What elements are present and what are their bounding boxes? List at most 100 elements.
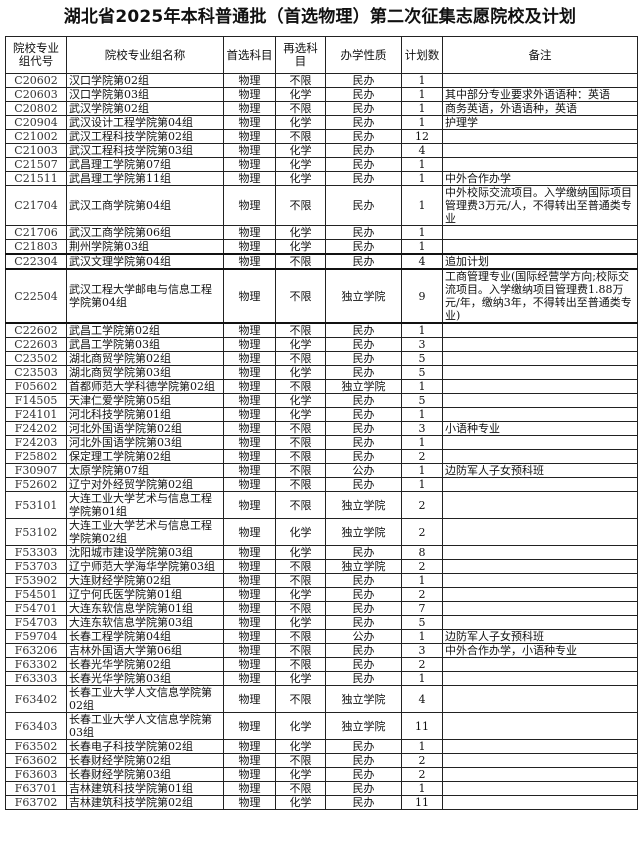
cell-primary-subject: 物理 xyxy=(223,253,276,270)
cell-primary-subject: 物理 xyxy=(223,101,276,116)
cell-school-type: 民办 xyxy=(325,795,402,810)
cell-school-type: 民办 xyxy=(325,393,402,408)
cell-school-type: 民办 xyxy=(325,421,402,436)
table-row: C21511 武昌理工学院第11组 物理 化学 民办 1 中外合作办学 xyxy=(5,171,638,186)
cell-group-name: 首都师范大学科德学院第02组 xyxy=(66,379,224,394)
cell-group-code: F24202 xyxy=(5,421,67,436)
cell-plan-count: 1 xyxy=(401,225,443,240)
cell-remarks: 商务英语，外语语种，英语 xyxy=(442,101,638,116)
cell-primary-subject: 物理 xyxy=(223,739,276,754)
cell-secondary-subject: 化学 xyxy=(275,518,326,546)
cell-school-type: 民办 xyxy=(325,365,402,380)
cell-group-code: F63206 xyxy=(5,643,67,658)
cell-remarks xyxy=(442,435,638,450)
cell-primary-subject: 物理 xyxy=(223,322,276,338)
table-row: F54701 大连东软信息学院第01组 物理 不限 民办 7 xyxy=(5,601,638,616)
table-row: C22504 武汉工程大学邮电与信息工程学院第04组 物理 不限 独立学院 9 工商管理专业… xyxy=(5,268,638,324)
table-row: F63602 长春财经学院第02组 物理 不限 民办 2 xyxy=(5,753,638,768)
cell-primary-subject: 物理 xyxy=(223,435,276,450)
cell-plan-count: 2 xyxy=(401,518,443,546)
cell-school-type: 独立学院 xyxy=(325,491,402,519)
cell-group-code: F14505 xyxy=(5,393,67,408)
cell-plan-count: 1 xyxy=(401,573,443,588)
cell-group-code: C20802 xyxy=(5,101,67,116)
table-header-row: 院校专业组代号 院校专业组名称 首选科目 再选科目 办学性质 计划数 备注 xyxy=(5,36,638,74)
cell-group-code: F53101 xyxy=(5,491,67,519)
cell-remarks xyxy=(442,739,638,754)
cell-group-name: 武汉设计工程学院第04组 xyxy=(66,115,224,130)
cell-group-name: 武昌理工学院第07组 xyxy=(66,157,224,172)
cell-group-name: 河北外国语学院第02组 xyxy=(66,421,224,436)
cell-school-type: 民办 xyxy=(325,545,402,560)
cell-remarks xyxy=(442,407,638,422)
cell-primary-subject: 物理 xyxy=(223,337,276,352)
admission-plan-table: 院校专业组代号 院校专业组名称 首选科目 再选科目 办学性质 计划数 备注 C2… xyxy=(5,36,638,810)
table-row: F63702 吉林建筑科技学院第02组 物理 化学 民办 11 xyxy=(5,795,638,810)
cell-remarks xyxy=(442,129,638,144)
cell-primary-subject: 物理 xyxy=(223,365,276,380)
cell-group-code: F63402 xyxy=(5,685,67,713)
cell-group-code: C22603 xyxy=(5,337,67,352)
cell-primary-subject: 物理 xyxy=(223,657,276,672)
header-school-type: 办学性质 xyxy=(325,36,402,74)
cell-primary-subject: 物理 xyxy=(223,712,276,740)
cell-group-name: 河北科技学院第01组 xyxy=(66,407,224,422)
cell-school-type: 民办 xyxy=(325,601,402,616)
cell-plan-count: 1 xyxy=(401,407,443,422)
cell-secondary-subject: 不限 xyxy=(275,185,326,226)
cell-group-code: C22504 xyxy=(5,268,67,324)
cell-secondary-subject: 不限 xyxy=(275,477,326,492)
header-group-code: 院校专业组代号 xyxy=(5,36,67,74)
cell-primary-subject: 物理 xyxy=(223,671,276,686)
cell-primary-subject: 物理 xyxy=(223,767,276,782)
cell-primary-subject: 物理 xyxy=(223,629,276,644)
cell-plan-count: 1 xyxy=(401,739,443,754)
cell-school-type: 独立学院 xyxy=(325,518,402,546)
cell-school-type: 独立学院 xyxy=(325,712,402,740)
cell-plan-count: 1 xyxy=(401,185,443,226)
cell-primary-subject: 物理 xyxy=(223,795,276,810)
cell-group-code: C22602 xyxy=(5,322,67,338)
cell-remarks: 追加计划 xyxy=(442,253,638,270)
cell-primary-subject: 物理 xyxy=(223,601,276,616)
cell-remarks xyxy=(442,657,638,672)
cell-secondary-subject: 不限 xyxy=(275,463,326,478)
table-row: F63302 长春光华学院第02组 物理 不限 民办 2 xyxy=(5,657,638,672)
cell-group-code: F63303 xyxy=(5,671,67,686)
cell-group-name: 武汉文理学院第04组 xyxy=(66,253,224,270)
cell-group-code: C21803 xyxy=(5,239,67,255)
cell-group-name: 长春工业大学人文信息学院第02组 xyxy=(66,685,224,713)
table-row: C23502 湖北商贸学院第02组 物理 不限 民办 5 xyxy=(5,351,638,366)
cell-secondary-subject: 不限 xyxy=(275,573,326,588)
cell-primary-subject: 物理 xyxy=(223,115,276,130)
cell-group-code: F63603 xyxy=(5,767,67,782)
cell-secondary-subject: 化学 xyxy=(275,767,326,782)
cell-plan-count: 5 xyxy=(401,365,443,380)
cell-group-name: 长春工程学院第04组 xyxy=(66,629,224,644)
cell-remarks xyxy=(442,449,638,464)
cell-group-name: 荆州学院第03组 xyxy=(66,239,224,255)
cell-plan-count: 11 xyxy=(401,712,443,740)
table-row: C22603 武昌工学院第03组 物理 化学 民办 3 xyxy=(5,337,638,352)
cell-group-code: F59704 xyxy=(5,629,67,644)
cell-group-name: 武汉工商学院第06组 xyxy=(66,225,224,240)
table-row: C20602 汉口学院第02组 物理 不限 民办 1 xyxy=(5,73,638,88)
cell-school-type: 民办 xyxy=(325,407,402,422)
cell-group-code: C20904 xyxy=(5,115,67,130)
cell-secondary-subject: 不限 xyxy=(275,601,326,616)
cell-plan-count: 1 xyxy=(401,629,443,644)
cell-remarks: 其中部分专业要求外语语种：英语 xyxy=(442,87,638,102)
cell-school-type: 民办 xyxy=(325,615,402,630)
cell-secondary-subject: 不限 xyxy=(275,129,326,144)
cell-secondary-subject: 不限 xyxy=(275,322,326,338)
cell-group-code: F24101 xyxy=(5,407,67,422)
cell-group-code: F54501 xyxy=(5,587,67,602)
table-row: F53303 沈阳城市建设学院第03组 物理 化学 民办 8 xyxy=(5,545,638,560)
cell-school-type: 民办 xyxy=(325,171,402,186)
table-row: F53703 辽宁师范大学海华学院第03组 物理 不限 独立学院 2 xyxy=(5,559,638,574)
cell-primary-subject: 物理 xyxy=(223,129,276,144)
cell-remarks xyxy=(442,671,638,686)
cell-group-name: 大连工业大学艺术与信息工程学院第02组 xyxy=(66,518,224,546)
cell-remarks: 中外合作办学 xyxy=(442,171,638,186)
table-row: C22602 武昌工学院第02组 物理 不限 民办 1 xyxy=(5,322,638,338)
